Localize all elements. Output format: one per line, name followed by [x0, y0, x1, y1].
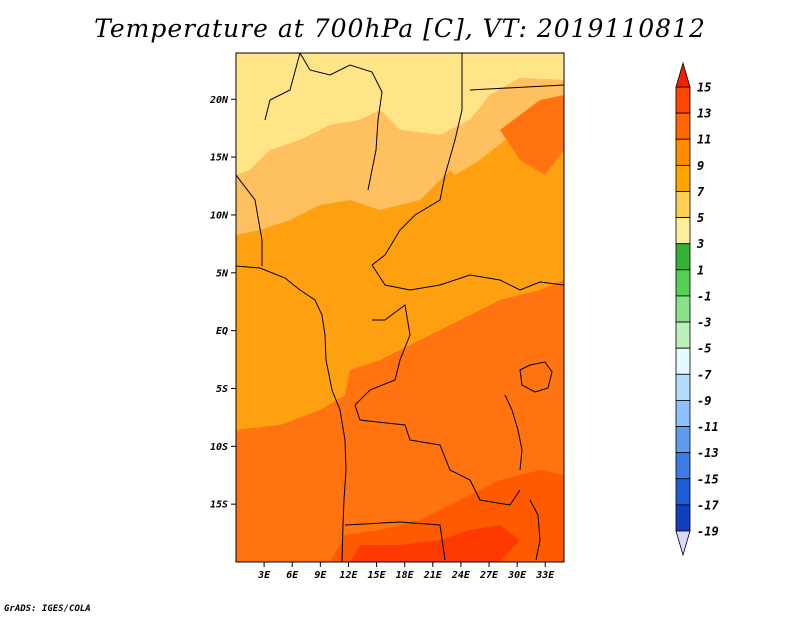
lon-tick-label: 3E [257, 570, 271, 581]
lon-tick-label: 33E [535, 570, 555, 581]
border-angola [344, 521, 446, 561]
lake-malawi [529, 499, 541, 561]
lake-tanganyika [504, 394, 523, 471]
lat-tick-label: 15S [210, 500, 228, 511]
colorbar-swatch [675, 400, 691, 427]
border-sudan-north [469, 84, 564, 91]
field-hottest [350, 525, 520, 562]
border-chad-niger [299, 53, 383, 191]
colorbar-swatch [675, 504, 691, 532]
field-north-cool [236, 53, 564, 175]
colorbar-swatch [675, 452, 691, 480]
lon-tick-label: 9E [314, 570, 327, 581]
colorbar-swatch [675, 373, 691, 401]
colorbar-swatch [675, 426, 691, 454]
colorbar-label: -1 [697, 289, 711, 303]
lon-tick-label: 6E [286, 570, 299, 581]
lon-tick-label: 30E [507, 570, 527, 581]
colorbar-label: 1 [697, 263, 704, 277]
colorbar-label: -13 [697, 446, 719, 460]
colorbar-top-arrow [675, 61, 691, 88]
border-chad-sudan [371, 53, 463, 266]
colorbar-label: -19 [697, 525, 719, 539]
colorbar-label: 15 [697, 81, 711, 95]
colorbar-label: 5 [697, 211, 704, 225]
colorbar-swatch [675, 478, 691, 506]
field-sahel [236, 110, 470, 235]
colorbar-label: 13 [697, 107, 711, 121]
colorbar-swatch [675, 243, 691, 271]
lat-tick-label: 20N [209, 95, 229, 106]
colorbar-label: 11 [697, 133, 711, 147]
colorbar-swatch [675, 321, 691, 349]
colorbar-label: -7 [697, 368, 712, 382]
colorbar-label: -11 [697, 420, 719, 434]
lat-tick-label: 10S [210, 442, 228, 453]
temperature-field [236, 53, 564, 562]
map-frame [235, 52, 565, 563]
country-borders [236, 53, 564, 562]
colorbar-label: -17 [697, 498, 719, 512]
colorbar-swatch [675, 191, 691, 218]
lon-tick-label: 15E [368, 570, 387, 581]
border-car-south [371, 264, 564, 291]
lon-tick-label: 12E [339, 570, 358, 581]
chart-title: Temperature at 700hPa [C], VT: 201911081… [94, 14, 706, 43]
coastline [236, 265, 347, 562]
lon-tick-label: 27E [479, 570, 499, 581]
colorbar-swatch [675, 138, 691, 166]
lon-tick-label: 24E [451, 570, 471, 581]
colorbar-swatch [675, 295, 691, 323]
colorbar: 15 13 11 9 7 5 3 1 -1 -3 -5 -7 -9 -11 -13 -15 -17 -19 [675, 61, 719, 557]
colorbar-label: -15 [697, 472, 719, 486]
longitude-axis: 3E 6E 9E 12E 15E 18E 21E 24E 27E 30E 33E [257, 562, 555, 581]
lat-tick-label: 5N [216, 268, 229, 279]
colorbar-swatch [675, 86, 691, 114]
latitude-axis: 20N 15N 10N 5N EQ 5S 10S 15S [209, 95, 236, 511]
lat-tick-label: 5S [216, 384, 228, 395]
field-warm-east [500, 95, 564, 175]
colorbar-label: -5 [697, 342, 711, 356]
colorbar-swatch [675, 112, 691, 140]
lat-tick-label: 10N [210, 210, 229, 221]
colorbar-label: -9 [697, 394, 711, 408]
colorbar-label: 7 [697, 185, 705, 199]
colorbar-label: 9 [697, 159, 704, 173]
colorbar-bottom-arrow [675, 530, 691, 557]
colorbar-label: -3 [697, 316, 711, 330]
colorbar-swatch [675, 269, 691, 297]
grads-credit: GrADS: IGES/COLA [4, 604, 91, 614]
lat-tick-label: 15N [210, 153, 229, 164]
colorbar-label: 3 [696, 237, 704, 251]
lon-tick-label: 18E [396, 570, 415, 581]
lon-tick-label: 21E [423, 570, 443, 581]
colorbar-swatch [675, 164, 691, 192]
border-drc [354, 304, 521, 506]
border-mali [264, 53, 301, 121]
border-west [236, 174, 263, 266]
colorbar-swatch [675, 217, 691, 245]
colorbar-swatch [675, 347, 691, 375]
lat-tick-label: EQ [216, 326, 228, 337]
lake-victoria [519, 361, 553, 393]
